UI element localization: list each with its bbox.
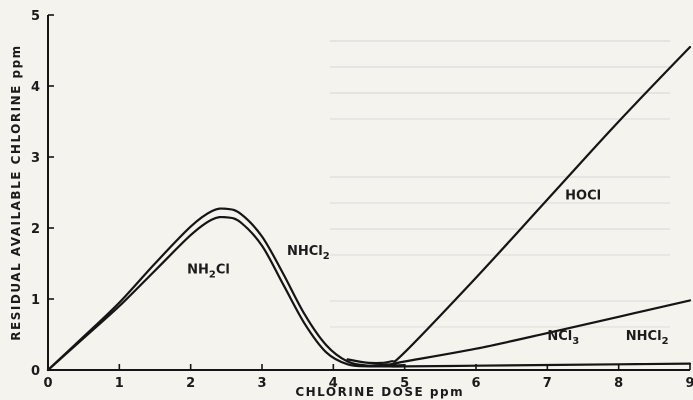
x-tick-label: 5 <box>400 376 409 391</box>
series-line-ncl3 <box>367 299 692 367</box>
x-tick-label: 6 <box>471 376 480 391</box>
x-tick-label: 2 <box>186 376 195 391</box>
x-axis-ticks: 0 1 2 3 4 5 6 7 8 9 <box>43 364 693 391</box>
series-line-nh2cl <box>46 215 406 372</box>
y-tick-label: 5 <box>31 9 40 24</box>
axes <box>47 15 690 371</box>
curve-label-nh2cl: NH2Cl <box>187 262 230 280</box>
y-tick-label: 3 <box>31 151 40 166</box>
y-tick-label: 1 <box>31 293 40 308</box>
y-tick-label: 4 <box>31 80 40 95</box>
x-tick-label: 9 <box>685 376 693 391</box>
x-tick-label: 7 <box>543 376 552 391</box>
x-tick-label: 8 <box>614 376 623 391</box>
curves <box>46 45 692 372</box>
x-tick-label: 1 <box>115 376 124 391</box>
y-tick-label: 0 <box>31 364 40 379</box>
curve-labels: NH2Cl NHCl2 HOCl NCl3 NHCl2 <box>187 189 668 348</box>
curve-label-hocl: HOCl <box>565 189 601 204</box>
x-tick-label: 4 <box>329 376 338 391</box>
y-tick-label: 2 <box>31 222 40 237</box>
x-axis-title: CHLORINE DOSE ppm <box>295 385 464 399</box>
x-tick-label: 3 <box>257 376 266 391</box>
series-line-nhcl2 <box>46 207 692 372</box>
plot-area: 0 1 2 3 4 5 0 1 2 3 4 5 6 7 8 9 NH2Cl NHCl2 HOCl NCl3 NHCl… <box>31 9 693 391</box>
y-axis-title: RESIDUAL AVAILABLE CHLORINE ppm <box>9 44 23 340</box>
y-axis-ticks: 0 1 2 3 4 5 <box>31 9 54 379</box>
curve-label-nhcl2: NHCl2 <box>626 329 669 347</box>
scan-bleed-texture <box>330 40 670 328</box>
x-tick-label: 0 <box>43 376 52 391</box>
series-line-hocl <box>346 45 692 365</box>
curve-label-nhcl2: NHCl2 <box>287 244 330 262</box>
curve-label-ncl3: NCl3 <box>547 329 579 347</box>
